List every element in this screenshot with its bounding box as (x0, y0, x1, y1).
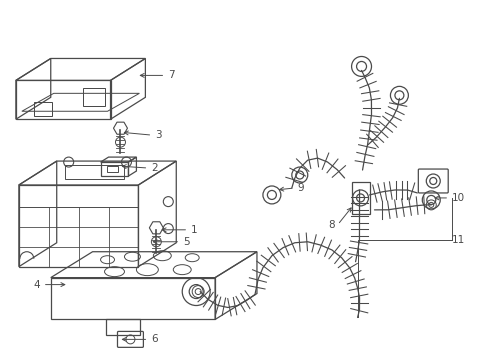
Text: 1: 1 (191, 225, 198, 235)
Text: 9: 9 (297, 183, 304, 193)
Bar (106, 166, 118, 172)
Bar (34, 102, 52, 116)
Text: 3: 3 (155, 130, 162, 140)
Text: 5: 5 (183, 237, 189, 247)
Text: 6: 6 (151, 334, 158, 345)
Bar (64, 165, 124, 179)
Text: 10: 10 (451, 193, 465, 203)
Text: 8: 8 (327, 220, 334, 230)
Bar (82, 88, 104, 106)
Text: 2: 2 (151, 163, 158, 173)
Text: 7: 7 (168, 71, 175, 80)
Text: 11: 11 (451, 235, 465, 245)
Bar (351, 182, 369, 214)
Text: 4: 4 (33, 280, 40, 289)
